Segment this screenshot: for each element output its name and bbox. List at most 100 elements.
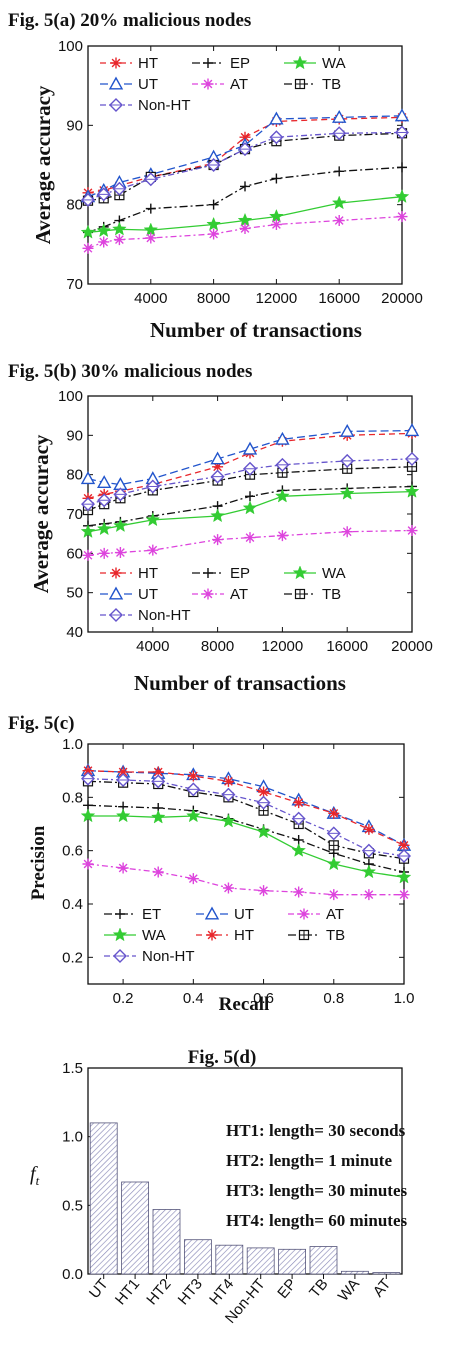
series-line [87, 770, 405, 846]
data-point [245, 491, 255, 502]
bar [89, 1122, 118, 1275]
data-point [82, 765, 94, 777]
data-point [82, 858, 94, 870]
legend-marker [292, 565, 308, 580]
data-point [293, 797, 305, 809]
data-point [394, 189, 410, 203]
panel-d-ylabel-sub: t [36, 1173, 40, 1188]
legend-marker [203, 568, 213, 578]
x-tick-label: HT3 [175, 1276, 206, 1309]
legend-marker [204, 906, 220, 920]
data-point [113, 234, 125, 246]
legend-label: AT [230, 76, 248, 93]
series-tb [82, 776, 410, 864]
bar [152, 1209, 181, 1275]
panel-d-ylabel-main: f [30, 1163, 38, 1185]
legend-item: WA [284, 565, 346, 582]
legend-label: Non-HT [138, 97, 191, 114]
data-point [275, 488, 290, 503]
data-point [96, 223, 112, 238]
legend-label: AT [230, 586, 248, 603]
series-line [87, 780, 405, 860]
x-tick-label: UT [86, 1276, 112, 1302]
data-point-cross [329, 840, 339, 850]
series-line [88, 815, 405, 878]
series-non-ht [81, 771, 411, 863]
x-tick-label: 8000 [197, 290, 230, 307]
series-non-ht [81, 451, 419, 512]
data-point [331, 195, 347, 210]
data-point [326, 856, 342, 871]
legend-item: Non-HT [100, 607, 191, 624]
legend-label: HT [138, 55, 158, 72]
data-point [244, 532, 256, 544]
panel-c-ylabel: Precision [28, 825, 49, 900]
legend-marker [110, 567, 122, 579]
data-point [270, 219, 282, 230]
legend-item: TB [288, 927, 345, 944]
legend-label: WA [142, 927, 166, 944]
x-tick-label: 20000 [381, 290, 423, 307]
legend-marker [108, 76, 124, 90]
x-tick-label: 16000 [326, 638, 368, 655]
legend-item: UT [196, 906, 254, 923]
y-tick-label: 0.5 [62, 1197, 83, 1214]
legend-label: WA [322, 565, 346, 582]
data-point [404, 483, 420, 498]
panel-d-ylabel: ft [30, 1163, 40, 1188]
legend-item: EP [192, 565, 250, 582]
x-tick-label: TB [306, 1276, 331, 1302]
data-point [117, 766, 129, 778]
legend-item: TB [284, 76, 341, 93]
legend-marker [108, 586, 124, 600]
data-point [145, 203, 156, 214]
data-point [98, 236, 110, 248]
data-point [114, 547, 126, 559]
data-point [363, 889, 375, 901]
x-tick-label: 16000 [318, 290, 360, 307]
legend-item: UT [100, 76, 158, 93]
legend-item: HT [100, 55, 158, 72]
panel-c-xlabel: Recall [219, 994, 270, 1015]
data-point [97, 475, 112, 489]
panel-a: Fig. 5(a) 20% malicious nodes 4000 8000 12… [8, 10, 423, 342]
panel-b-title: Fig. 5(b) 30% malicious nodes [8, 361, 252, 382]
data-point [361, 864, 377, 879]
bar [372, 1272, 401, 1275]
legend: HT EP WA UT AT TB Non-HT [100, 55, 346, 114]
bar [278, 1248, 307, 1275]
x-tick-label: 4000 [136, 638, 169, 655]
data-point [222, 775, 234, 787]
panel-c: Fig. 5(c) 0.2 0.4 0.6 0.8 1.0 0.2 0.4 0.6 0.8 1.0… [8, 713, 414, 1015]
legend-marker [203, 58, 213, 68]
data-point [80, 524, 96, 538]
data-point [210, 508, 225, 523]
data-point [256, 824, 271, 839]
bar-series [89, 1122, 401, 1275]
data-point [340, 423, 355, 437]
data-point [328, 807, 340, 819]
data-point [291, 843, 306, 857]
data-point [80, 471, 96, 485]
bar [121, 1181, 149, 1275]
data-point [208, 228, 220, 240]
series-line [87, 863, 404, 896]
series-line [87, 116, 403, 194]
data-point [208, 199, 219, 210]
legend-label: EP [230, 55, 250, 72]
series-wa [80, 483, 420, 538]
legend-item: Non-HT [100, 97, 191, 114]
data-point [152, 766, 164, 778]
y-tick-label: 60 [66, 545, 83, 562]
data-point [210, 451, 225, 465]
data-point [240, 181, 250, 192]
y-tick-label: 0.8 [62, 789, 83, 806]
x-tick-label: 4000 [134, 290, 167, 307]
legend-item: WA [104, 927, 166, 944]
series-line [87, 458, 413, 505]
data-point [394, 108, 410, 122]
data-point [82, 242, 94, 254]
y-tick-label: 70 [66, 276, 83, 293]
legend-item: AT [192, 76, 248, 93]
data-point [206, 216, 221, 231]
